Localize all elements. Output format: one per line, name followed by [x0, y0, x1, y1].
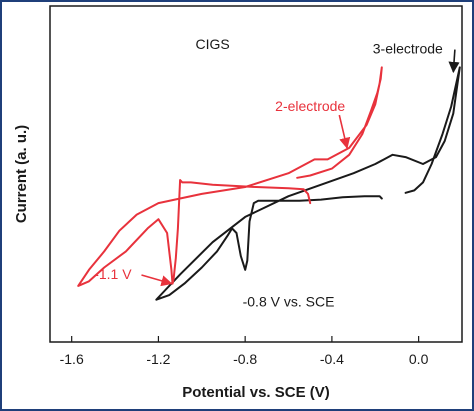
x-tick-label: -0.8 — [233, 351, 257, 367]
x-tick-label: 0.0 — [409, 351, 429, 367]
x-tick-label: -0.4 — [320, 351, 344, 367]
x-axis-ticks: -1.6 -1.2 -0.8 -0.4 0.0 — [60, 336, 429, 367]
annotation-arrow — [338, 114, 351, 149]
annotation-label: -1.1 V — [94, 266, 132, 282]
y-axis-title: Current (a. u.) — [13, 125, 30, 223]
annotation-label: CIGS — [196, 36, 230, 52]
annotation-arrow — [448, 49, 460, 74]
annotation-label: 2-electrode — [275, 98, 345, 114]
x-axis-title: Potential vs. SCE (V) — [182, 384, 330, 401]
series-layer — [77, 66, 461, 301]
annotation-arrow — [141, 274, 173, 287]
series-line-3-electrode — [155, 66, 461, 301]
annotation-layer: CIGS 3-electrode 2-electrode -1.1 V -0.8 V v… — [94, 36, 460, 310]
annotation-label: 3-electrode — [373, 41, 443, 57]
x-tick-label: -1.6 — [60, 351, 84, 367]
annotation-label: -0.8 V vs. SCE — [243, 294, 335, 310]
plot-frame — [49, 5, 463, 343]
x-tick-label: -1.2 — [146, 351, 170, 367]
series-line-2-electrode — [77, 66, 383, 287]
